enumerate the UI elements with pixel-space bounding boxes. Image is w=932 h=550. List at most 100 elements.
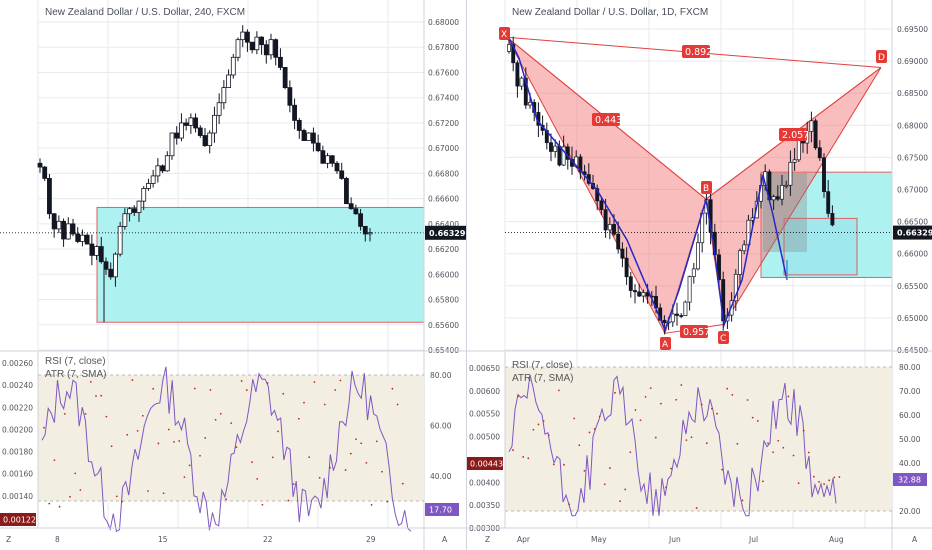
atr-dot [660, 402, 662, 405]
atr-dot [323, 403, 326, 406]
atr-dot [360, 442, 363, 445]
atr-dot [629, 451, 632, 454]
atr-value-badge [0, 513, 36, 526]
candle [47, 178, 52, 215]
atr-dot [48, 502, 51, 505]
right-chart-pane[interactable]: 0.892 0.443 0.957 2.057 X A B C D 0.69500 0.69000 0… [467, 0, 932, 550]
candle [675, 313, 679, 316]
candle [628, 276, 633, 291]
atr-dot [823, 483, 825, 485]
candle [717, 254, 721, 280]
right-rsi-label: RSI (7, close) [512, 360, 573, 371]
candle [282, 67, 288, 88]
candle [160, 165, 165, 172]
atr-dot [193, 387, 196, 390]
rsi-tick-label: 80.00 [430, 371, 452, 380]
candle [193, 117, 198, 129]
left-rsi-label: RSI (7, close) [45, 356, 106, 367]
left-atr-label: ATR (7, SMA) [45, 369, 107, 380]
atr-tick-label: 0.00500 [469, 433, 500, 442]
corner-z-button: Z [485, 535, 490, 544]
candle [202, 135, 208, 147]
atr-dot [84, 413, 87, 415]
left-chart-pane[interactable]: 0.68000 0.67800 0.67600 0.67400 0.67200 0.670… [0, 0, 466, 550]
atr-dot [593, 428, 596, 430]
right-chart-svg[interactable]: 0.892 0.443 0.957 2.057 X A B C D 0.69500 0.69000 0… [467, 0, 932, 550]
candle [65, 223, 71, 240]
atr-dot [219, 412, 222, 415]
atr-dot [721, 468, 723, 471]
atr-dot [136, 429, 139, 432]
candle [775, 196, 780, 200]
time-tick-label: Aug [829, 535, 844, 544]
rsi-line [508, 374, 837, 517]
time-tick-label: 15 [158, 535, 168, 544]
rsi-value-label: 17.70 [429, 506, 452, 515]
atr-dot [731, 393, 734, 396]
price-tick-label: 0.67200 [428, 119, 459, 128]
atr-dot [726, 387, 729, 390]
atr-dot [716, 412, 718, 415]
atr-dot [365, 461, 368, 464]
atr-tick-label: 0.00180 [2, 448, 33, 457]
candle [226, 74, 231, 88]
candle [197, 127, 203, 136]
candle [830, 213, 835, 226]
candle [553, 145, 558, 152]
candle [826, 191, 831, 214]
atr-dot [141, 414, 144, 417]
rsi-tick-label: 60.00 [899, 411, 921, 420]
candle [212, 114, 217, 134]
atr-dot [401, 482, 404, 485]
candle [320, 150, 326, 164]
atr-tick-label: 0.00400 [469, 478, 500, 487]
atr-dot [63, 412, 66, 415]
atr-dot [313, 381, 316, 383]
current-price-label: 0.66329 [429, 229, 466, 238]
price-tick-label: 0.68000 [428, 18, 459, 27]
left-chart-svg[interactable]: 0.68000 0.67800 0.67600 0.67400 0.67200 0.670… [0, 0, 466, 550]
candle [607, 224, 612, 231]
atr-dot [178, 440, 181, 442]
atr-dot [287, 499, 290, 502]
candle [519, 77, 524, 87]
candle [792, 159, 797, 163]
candle [633, 290, 637, 293]
atr-dot [792, 454, 795, 457]
atr-dot [204, 437, 207, 439]
candle [813, 120, 818, 149]
candle [523, 77, 528, 106]
candle [70, 223, 76, 235]
corner-z-button: Z [6, 535, 11, 544]
atr-tick-label: 0.00650 [469, 364, 500, 373]
candle [311, 132, 316, 144]
candle [141, 188, 147, 202]
atr-dot [344, 469, 347, 471]
atr-dot [522, 456, 525, 458]
atr-dot [329, 466, 331, 469]
atr-dot [700, 403, 703, 406]
atr-dot [334, 389, 337, 391]
price-tick-label: 0.68000 [897, 121, 928, 130]
atr-dot [807, 451, 810, 454]
atr-dot [225, 498, 227, 501]
candle [146, 183, 151, 189]
atr-dot [105, 415, 108, 418]
atr-dot [568, 503, 570, 506]
candle [637, 291, 642, 297]
candle [108, 268, 114, 278]
candle [245, 31, 250, 43]
candle [561, 146, 566, 166]
candle [51, 213, 57, 230]
right-atr-label: ATR (7, SMA) [512, 373, 574, 384]
atr-dot [199, 454, 201, 457]
candle [696, 242, 700, 270]
price-tick-label: 0.67500 [897, 153, 928, 162]
candle [113, 253, 118, 278]
candle [188, 117, 194, 126]
atr-dot [318, 476, 321, 479]
candle [42, 166, 48, 179]
candle [89, 243, 95, 256]
atr-dot [121, 500, 123, 503]
zone-small [783, 217, 858, 276]
